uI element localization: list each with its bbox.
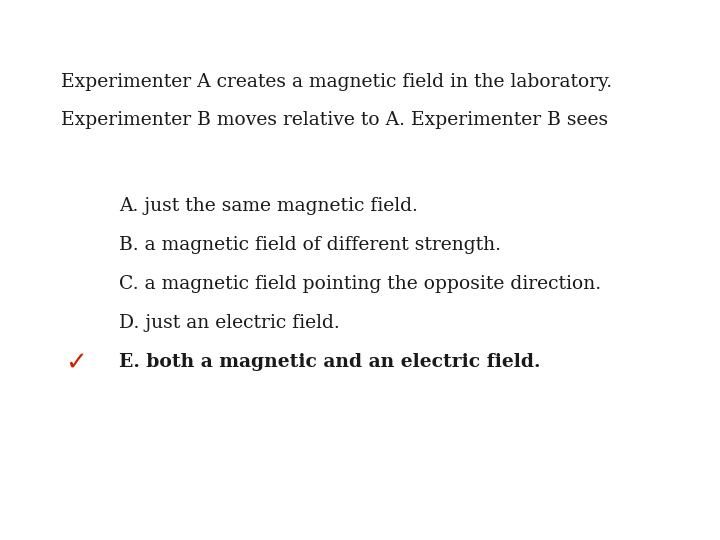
Text: A. just the same magnetic field.: A. just the same magnetic field. bbox=[119, 197, 418, 215]
Text: B. a magnetic field of different strength.: B. a magnetic field of different strengt… bbox=[119, 236, 501, 254]
Text: Experimenter A creates a magnetic field in the laboratory.: Experimenter A creates a magnetic field … bbox=[61, 73, 612, 91]
Text: E. both a magnetic and an electric field.: E. both a magnetic and an electric field… bbox=[119, 353, 540, 370]
Text: Experimenter B moves relative to A. Experimenter B sees: Experimenter B moves relative to A. Expe… bbox=[61, 111, 608, 129]
Text: C. a magnetic field pointing the opposite direction.: C. a magnetic field pointing the opposit… bbox=[119, 275, 601, 293]
Text: D. just an electric field.: D. just an electric field. bbox=[119, 314, 340, 332]
Text: ✓: ✓ bbox=[65, 350, 86, 376]
